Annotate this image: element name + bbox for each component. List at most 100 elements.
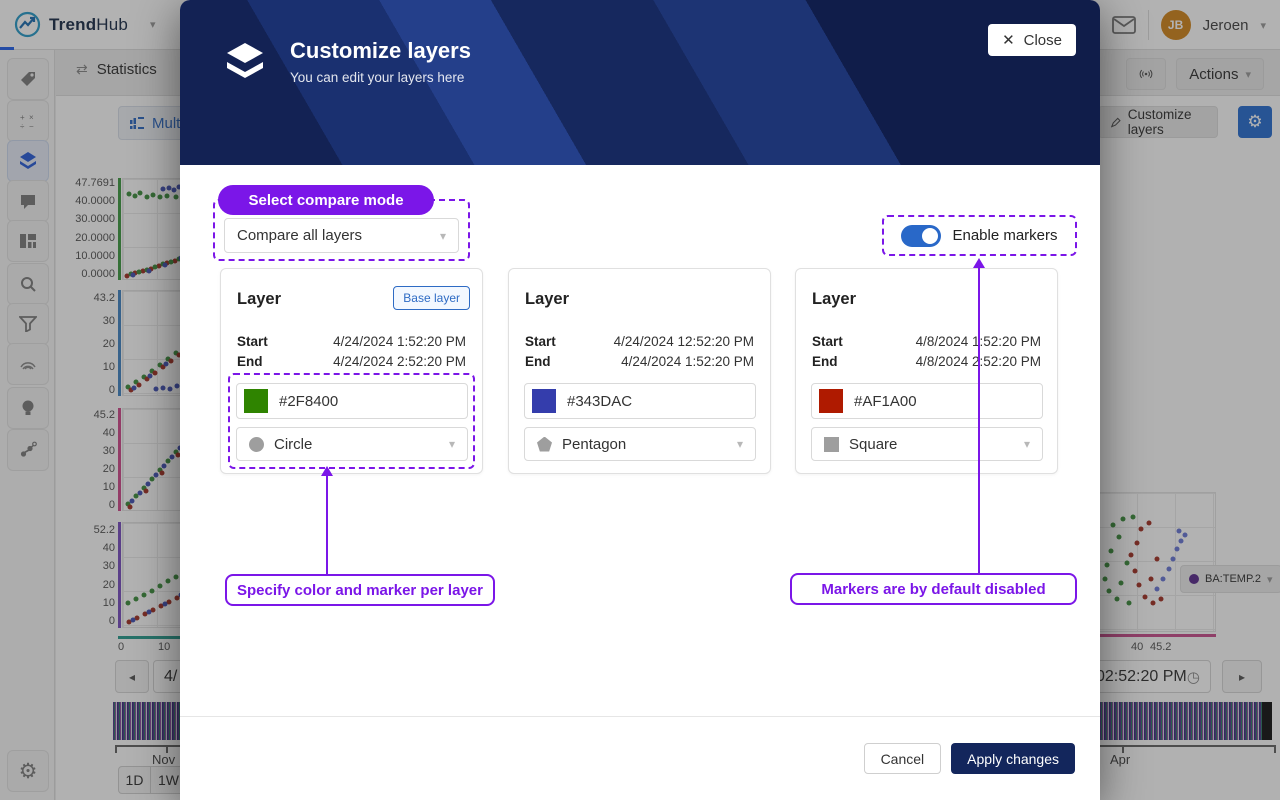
- tab-statistics[interactable]: ⇄ Statistics: [76, 61, 157, 78]
- end-label: End: [525, 354, 551, 369]
- math-operators-icon: + × ÷ −: [20, 113, 34, 130]
- start-label: Start: [237, 334, 268, 349]
- sidebar-item-calculations[interactable]: + × ÷ −: [7, 100, 49, 142]
- sidebar-item-dashboard[interactable]: [7, 220, 49, 262]
- range-1d-label: 1D: [125, 772, 144, 788]
- time-forward-button[interactable]: ▸: [1222, 660, 1262, 693]
- tick: 10: [102, 596, 115, 609]
- node-graph-icon: [20, 441, 37, 457]
- marker-value: Circle: [274, 435, 313, 453]
- layer-card-3: Layer Start 4/8/2024 1:52:20 PM End 4/8/20…: [795, 268, 1058, 474]
- modal-body: Select compare mode Compare all layers ▾…: [180, 165, 1100, 716]
- marker-select[interactable]: Square ▾: [811, 427, 1043, 461]
- timeline-tick: [166, 745, 168, 753]
- modal-header: Customize layers You can edit your layer…: [180, 0, 1100, 165]
- end-label: End: [812, 354, 838, 369]
- clock-icon: ◷: [1186, 668, 1200, 686]
- customize-layers-toolbar-button[interactable]: Customize layers: [1098, 106, 1218, 138]
- tick: 30: [102, 315, 115, 327]
- sidebar-item-connections[interactable]: [7, 429, 49, 471]
- compare-mode-select[interactable]: Compare all layers ▾: [224, 218, 459, 253]
- actions-label: Actions: [1189, 65, 1239, 83]
- timeline-waveform-left[interactable]: [113, 702, 183, 740]
- marker-value: Square: [849, 435, 898, 453]
- x-tick: 0: [118, 641, 125, 653]
- comment-icon: [21, 194, 35, 209]
- layer-color-input[interactable]: #AF1A00: [811, 383, 1043, 419]
- brand-chevron-down-icon[interactable]: ▾: [150, 19, 156, 31]
- timeline-axis-left: [115, 745, 183, 747]
- chart2-y-axis: 43.2 30 20 10 0: [60, 292, 115, 396]
- timeline-label-nov: Nov: [152, 752, 176, 767]
- timeline-label-apr: Apr: [1110, 752, 1131, 767]
- x-tick: 40: [1131, 641, 1144, 653]
- modal-subtitle: You can edit your layers here: [290, 70, 465, 85]
- close-button[interactable]: ✕ Close: [988, 24, 1076, 56]
- tick: 0: [108, 499, 115, 511]
- sidebar-item-search[interactable]: [7, 263, 49, 305]
- actions-chevron-down-icon: ▾: [1245, 68, 1251, 81]
- tick: 20: [102, 578, 115, 591]
- tick: 0: [108, 384, 115, 396]
- sidebar-item-settings[interactable]: ⚙: [7, 750, 49, 792]
- timeline-tick: [1122, 745, 1124, 753]
- toggle-knob: [922, 227, 939, 244]
- marker-select[interactable]: Circle ▾: [236, 427, 468, 461]
- range-1d-button[interactable]: 1D: [118, 766, 151, 794]
- layer-card-title: Layer: [237, 290, 282, 308]
- topbar-accent-line: [0, 47, 14, 50]
- chart1-y-axis: 47.7691 40.0000 30.0000 20.0000 10.0000 …: [60, 177, 115, 280]
- timeline-waveform-right[interactable]: [1100, 702, 1272, 740]
- start-value: 4/24/2024 12:52:20 PM: [613, 334, 754, 349]
- avatar[interactable]: JB: [1160, 10, 1191, 40]
- sidebar-item-insights[interactable]: [7, 387, 49, 429]
- layer-card-2: Layer Start 4/24/2024 12:52:20 PM End 4/24…: [508, 268, 771, 474]
- live-broadcast-button[interactable]: [1126, 58, 1167, 90]
- actions-button[interactable]: Actions ▾: [1176, 58, 1264, 90]
- user-chevron-down-icon[interactable]: ▾: [1260, 19, 1266, 32]
- close-icon: ✕: [1002, 32, 1015, 49]
- apply-changes-button[interactable]: Apply changes: [951, 743, 1075, 774]
- tick: 47.7691: [75, 177, 115, 189]
- timeline-axis-right: [1100, 745, 1276, 747]
- cancel-button[interactable]: Cancel: [863, 743, 942, 774]
- chart4-y-axis: 52.2 40 30 20 10 0: [60, 524, 115, 627]
- layers-icon: [20, 152, 36, 169]
- modal-title: Customize layers: [290, 38, 471, 63]
- layer-color-input[interactable]: #343DAC: [524, 383, 756, 419]
- end-label: End: [237, 354, 263, 369]
- sidebar-item-tags[interactable]: [7, 58, 49, 100]
- layer-card-title: Layer: [525, 290, 570, 308]
- topbar-divider: [1147, 10, 1149, 40]
- compare-mode-annotation: Select compare mode: [218, 185, 434, 215]
- chart-settings-button[interactable]: ⚙: [1238, 106, 1272, 138]
- layer-color-input[interactable]: #2F8400: [236, 383, 468, 419]
- svg-text:÷: ÷: [20, 122, 25, 130]
- timeline-tick: [1274, 745, 1276, 753]
- sidebar-item-fingerprint[interactable]: [7, 343, 49, 385]
- tick: 45.2: [93, 409, 115, 421]
- series-color-dot: [1189, 574, 1199, 584]
- timeline-scrubber-handle[interactable]: [1262, 702, 1272, 740]
- sidebar-item-layers[interactable]: [7, 140, 49, 182]
- right-chart-axis-line: [1060, 634, 1216, 637]
- enable-markers-toggle[interactable]: [901, 224, 942, 247]
- app-logo[interactable]: TrendHub: [14, 11, 128, 38]
- tick: 0.0000: [81, 267, 115, 280]
- time-back-button[interactable]: ◂: [115, 660, 149, 693]
- start-label: Start: [812, 334, 843, 349]
- legend-series-button[interactable]: BA:TEMP.2 ▾: [1180, 565, 1280, 593]
- chevron-down-icon: ▾: [439, 228, 446, 243]
- marker-value: Pentagon: [562, 435, 627, 453]
- mail-icon[interactable]: [1111, 16, 1136, 34]
- customize-layers-toolbar-label: Customize layers: [1127, 107, 1192, 137]
- svg-text:−: −: [29, 122, 34, 130]
- start-value: 4/24/2024 1:52:20 PM: [333, 334, 466, 349]
- tag-icon: [21, 72, 35, 86]
- annotation-arrow-line: [326, 475, 328, 574]
- color-value: #2F8400: [279, 392, 339, 410]
- time-text: 02:52:20 PM: [1096, 667, 1187, 685]
- end-time-field[interactable]: 02:52:20 PM ◷: [1085, 660, 1211, 693]
- swap-arrows-icon: ⇄: [76, 61, 88, 77]
- marker-select[interactable]: Pentagon ▾: [524, 427, 756, 461]
